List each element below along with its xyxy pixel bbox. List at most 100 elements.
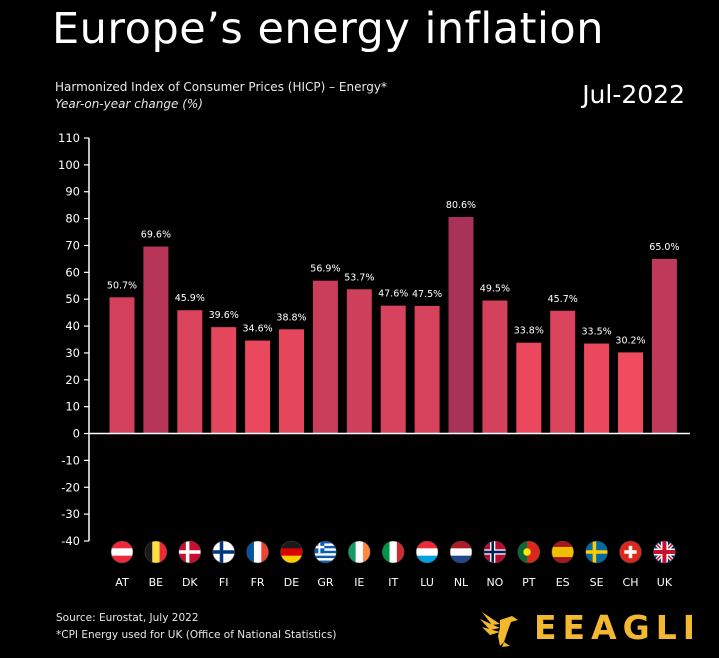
data-label-NL: 80.6%	[446, 200, 476, 211]
brand-logo: EEAGLI	[478, 606, 701, 648]
flag-outline	[619, 540, 642, 564]
x-tick-label-IT: IT	[388, 576, 398, 589]
x-tick-label-NO: NO	[486, 576, 503, 589]
y-tick-label: 110	[58, 131, 80, 145]
spain-flag-icon	[551, 541, 574, 563]
data-label-PT: 33.8%	[514, 326, 544, 337]
data-label-ES: 45.7%	[548, 294, 578, 305]
y-tick-label: 70	[65, 238, 80, 252]
bar-NO	[482, 300, 508, 434]
bar-IE	[346, 289, 372, 434]
bar-CH	[618, 352, 643, 434]
y-tick-label: -30	[61, 507, 80, 521]
sweden-flag-icon	[585, 541, 608, 563]
y-tick-label: 20	[65, 373, 80, 387]
data-label-DE: 38.8%	[276, 312, 306, 323]
bar-LU	[414, 305, 440, 434]
y-tick-label: 30	[65, 346, 80, 360]
x-tick-label-GR: GR	[317, 576, 334, 589]
bar-SE	[584, 343, 610, 434]
ireland-flag-icon	[348, 541, 371, 563]
flag-outline	[653, 540, 676, 564]
bar-ES	[550, 310, 576, 434]
flag-outline	[110, 540, 134, 564]
greece-flag-icon	[314, 541, 337, 563]
flag-outline	[381, 540, 405, 564]
switzerland-flag-icon	[619, 541, 642, 563]
bar-NL	[448, 216, 474, 434]
y-tick-label: 90	[65, 185, 80, 199]
data-label-GR: 56.9%	[310, 264, 340, 275]
flag-outline	[212, 540, 235, 564]
flag-outline	[280, 540, 303, 564]
y-tick-label: 10	[65, 400, 80, 414]
eagle-logo-icon	[480, 612, 518, 647]
chart-y-caption: Year-on-year change (%)	[55, 97, 203, 111]
flag-outline	[144, 540, 168, 564]
bar-IT	[380, 305, 406, 434]
x-tick-label-IE: IE	[354, 576, 364, 589]
data-label-AT: 50.7%	[107, 280, 137, 291]
y-tick-label: 100	[58, 158, 80, 172]
data-label-FR: 34.6%	[243, 324, 273, 335]
bar-UK	[651, 258, 677, 434]
bar-PT	[516, 342, 542, 434]
flag-outline	[178, 540, 202, 564]
flag-outline	[314, 540, 337, 564]
y-tick-label: 60	[65, 265, 80, 279]
france-flag-icon	[246, 541, 269, 563]
bar-chart: 1101009080706050403020100-10-20-30-4050.…	[58, 131, 690, 589]
data-label-BE: 69.6%	[141, 230, 171, 241]
belgium-flag-icon	[144, 541, 167, 563]
flag-outline	[449, 540, 473, 564]
x-tick-label-AT: AT	[115, 576, 129, 589]
flag-outline	[483, 540, 507, 564]
y-tick-label: 0	[73, 427, 80, 441]
source-note: Source: Eurostat, July 2022	[56, 612, 199, 624]
netherlands-flag-icon	[450, 541, 472, 563]
bar-GR	[312, 280, 338, 434]
x-tick-label-SE: SE	[590, 576, 604, 589]
uk-flag-icon	[653, 541, 676, 563]
denmark-flag-icon	[178, 541, 201, 563]
data-label-UK: 65.0%	[649, 242, 679, 253]
data-label-IE: 53.7%	[344, 272, 374, 283]
bar-DE	[279, 329, 304, 434]
y-tick-label: 80	[65, 212, 80, 226]
y-tick-label: -20	[61, 480, 80, 494]
data-label-CH: 30.2%	[615, 335, 645, 346]
bar-AT	[109, 297, 135, 434]
x-tick-label-DK: DK	[182, 576, 198, 589]
x-tick-label-DE: DE	[284, 576, 299, 589]
flag-outline	[585, 540, 608, 564]
data-label-NO: 49.5%	[480, 284, 510, 295]
x-tick-label-FR: FR	[251, 576, 265, 589]
data-label-DK: 45.9%	[175, 293, 205, 304]
data-label-IT: 47.6%	[378, 289, 408, 300]
y-tick-label: -40	[61, 534, 80, 548]
x-tick-label-BE: BE	[149, 576, 164, 589]
luxembourg-flag-icon	[416, 541, 439, 563]
x-tick-label-UK: UK	[657, 576, 673, 589]
bar-FR	[245, 340, 271, 434]
data-label-SE: 33.5%	[582, 327, 612, 338]
bar-BE	[143, 246, 169, 434]
flag-outline	[246, 540, 269, 564]
x-tick-label-NL: NL	[454, 576, 469, 589]
germany-flag-icon	[280, 541, 303, 563]
x-tick-label-PT: PT	[522, 576, 536, 589]
flag-outline	[551, 540, 575, 564]
chart-title: Europe’s energy inflation	[52, 4, 604, 54]
y-tick-label: 50	[65, 292, 80, 306]
norway-flag-icon	[483, 541, 506, 563]
data-label-LU: 47.5%	[412, 289, 442, 300]
x-tick-label-ES: ES	[556, 576, 570, 589]
austria-flag-icon	[111, 541, 133, 563]
data-label-FI: 39.6%	[209, 310, 239, 321]
y-tick-label: 40	[65, 319, 80, 333]
x-tick-label-FI: FI	[219, 576, 229, 589]
chart-subtitle: Harmonized Index of Consumer Prices (HIC…	[55, 80, 387, 94]
period-label: Jul-2022	[582, 80, 685, 109]
brand-name: EEAGLI	[534, 607, 702, 647]
x-tick-label-CH: CH	[623, 576, 639, 589]
